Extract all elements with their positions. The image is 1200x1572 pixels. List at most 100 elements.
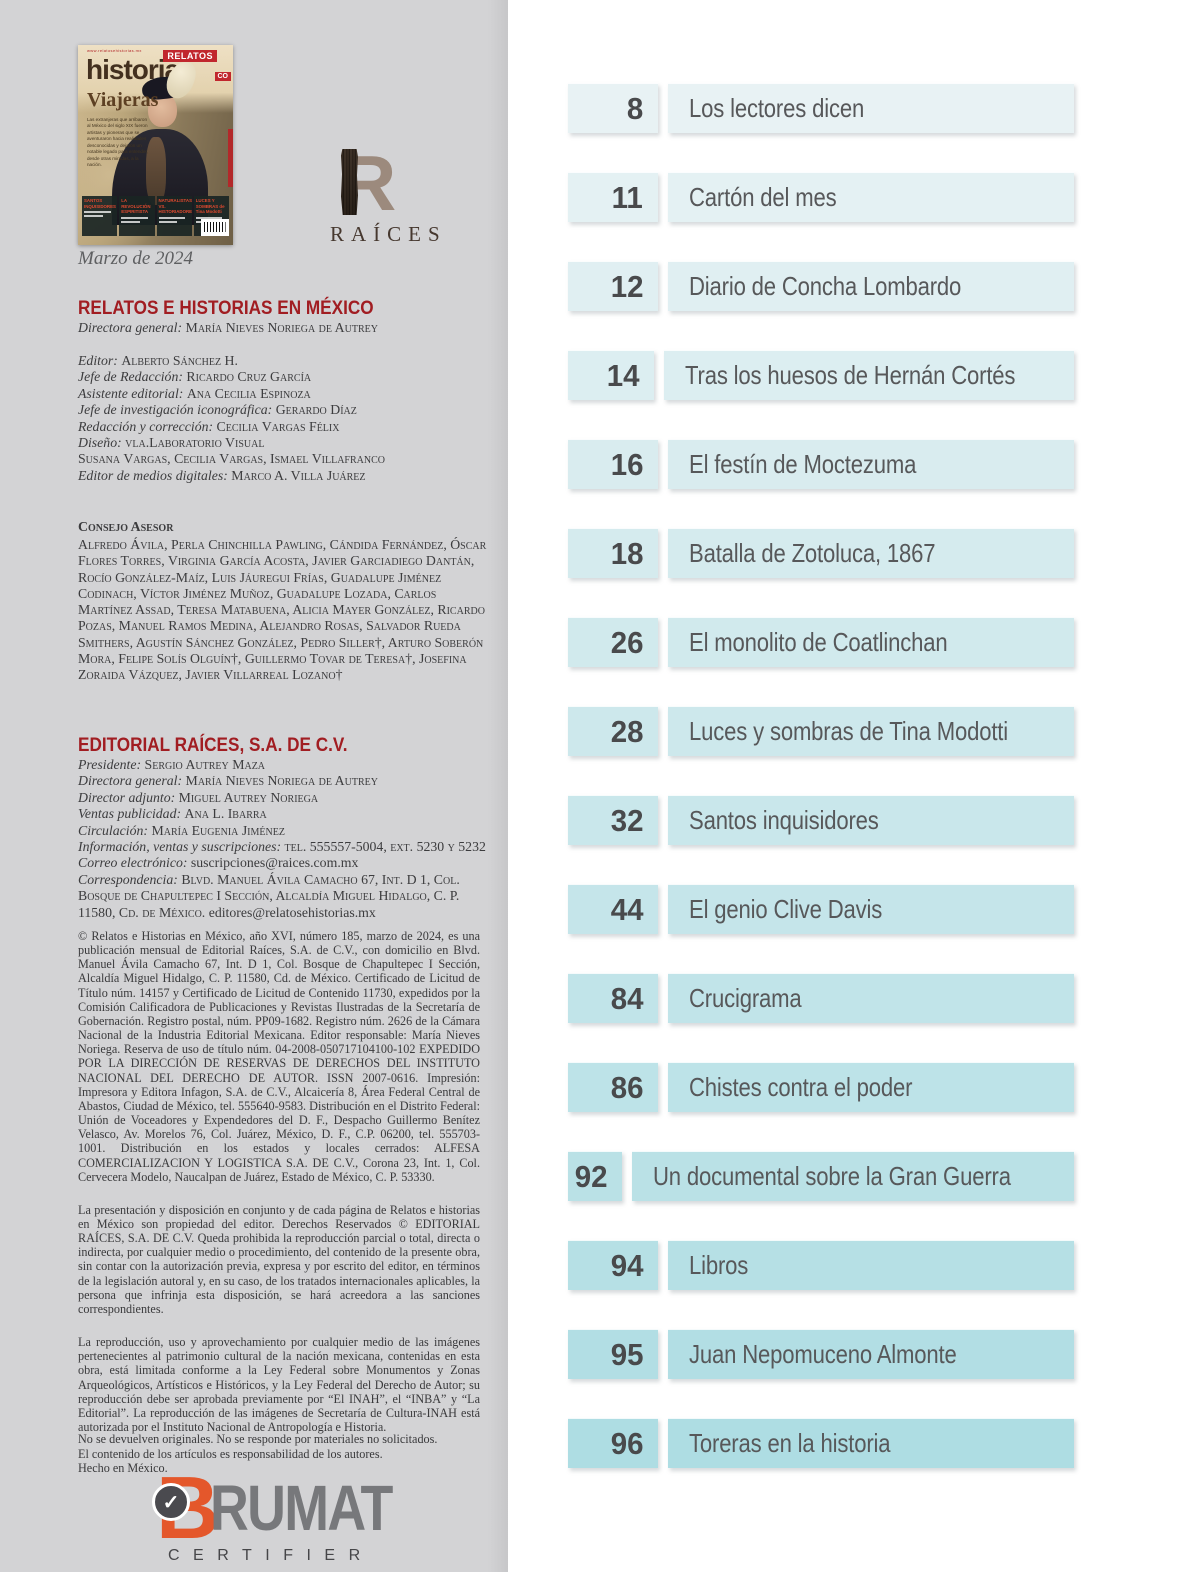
toc-entry-title: Santos inquisidores: [689, 805, 879, 835]
toc-item[interactable]: 96 Toreras en la historia: [568, 1418, 1074, 1468]
credit-line: Ventas publicidad: Ana L. Ibarra: [78, 806, 490, 822]
toc-item[interactable]: 8 Los lectores dicen: [568, 83, 1074, 133]
toc-page-number-box: 84: [568, 973, 658, 1023]
credit-line: Editor: Alberto Sánchez H.: [78, 353, 490, 369]
toc-page-number: 44: [610, 891, 643, 927]
credit-value-plain: suscripciones@raices.com.mx: [190, 855, 359, 871]
toc-item[interactable]: 11 Cartón del mes: [568, 172, 1074, 222]
credit-role-label: Jefe de investigación iconográfica:: [78, 402, 276, 418]
toc-title-box: El monolito de Coatlinchan: [668, 617, 1074, 667]
toc-title-box: Diario de Concha Lombardo: [668, 261, 1074, 311]
toc-item[interactable]: 44 El genio Clive Davis: [568, 884, 1074, 934]
check-circle-icon: ✓: [152, 1483, 190, 1521]
disclaimer-line: No se devuelven originales. No se respon…: [78, 1432, 438, 1446]
credit-line: Director adjunto: Miguel Autrey Noriega: [78, 790, 490, 806]
toc-entry-title: Diario de Concha Lombardo: [689, 271, 962, 301]
brumat-name: RUMAT: [210, 1472, 393, 1544]
credit-role-label: Ventas publicidad:: [78, 806, 185, 822]
toc-entry-title: El festín de Moctezuma: [689, 449, 917, 479]
toc-item[interactable]: 12 Diario de Concha Lombardo: [568, 261, 1074, 311]
toc-page-number-box: 92: [568, 1151, 623, 1201]
cover-teaser-title: LA REVOLUCIÓN ESPIRITISTA: [121, 198, 151, 214]
toc-item[interactable]: 16 El festín de Moctezuma: [568, 439, 1074, 489]
staff-credit-block: Editor: Alberto Sánchez H. Jefe de Redac…: [78, 353, 490, 484]
toc-page-number: 92: [574, 1158, 608, 1194]
credit-line: Asistente editorial: Ana Cecilia Espinoz…: [78, 386, 490, 402]
credit-name: Ana Cecilia Espinoza: [186, 385, 311, 401]
toc-item[interactable]: 32 Santos inquisidores: [568, 795, 1074, 845]
toc-entry-title: Los lectores dicen: [689, 93, 865, 123]
credit-role-label: Circulación:: [78, 822, 152, 838]
toc-title-box: Tras los huesos de Hernán Cortés: [664, 350, 1074, 400]
toc-entry-title: Toreras en la historia: [689, 1428, 891, 1458]
credit-name: María Eugenia Jiménez: [151, 822, 285, 838]
cover-teaser-title: NATURALISTAS VS. HISTORIADORES: [158, 198, 192, 214]
director-credit-block: Directora general: María Nieves Noriega …: [78, 320, 490, 336]
credit-name: Alberto Sánchez H.: [121, 353, 238, 368]
toc-title-box: El genio Clive Davis: [668, 884, 1074, 934]
toc-page-number: 14: [606, 357, 640, 393]
toc-item[interactable]: 26 El monolito de Coatlinchan: [568, 617, 1074, 667]
credit-name: vla.Laboratorio Visual: [125, 435, 265, 451]
credit-line: Directora general: María Nieves Noriega …: [78, 773, 490, 789]
teaser-text-bar: [195, 216, 223, 219]
toc-item[interactable]: 18 Batalla de Zotoluca, 1867: [568, 528, 1074, 578]
toc-page-number-box: 14: [568, 350, 655, 400]
brumat-wordmark-row: B ✓ RUMAT: [152, 1464, 393, 1552]
credit-line: Jefe de Redacción: Ricardo Cruz García: [78, 369, 490, 385]
toc-entry-title: Chistes contra el poder: [689, 1072, 913, 1102]
credit-role-label: Editor:: [78, 353, 122, 368]
credit-role-label: Editor de medios digitales:: [78, 467, 232, 483]
publisher-heading: EDITORIAL RAÍCES, S.A. DE C.V.: [78, 734, 348, 756]
check-glyph: ✓: [162, 1491, 180, 1514]
cover-deck-text: Las extranjeras que arribaron al México …: [87, 117, 149, 167]
credit-name: María Nieves Noriega de Autrey: [185, 320, 378, 335]
credit-line: Susana Vargas, Cecilia Vargas, Ismael Vi…: [78, 451, 490, 467]
cover-red-spine-strip: [228, 129, 233, 187]
toc-item[interactable]: 84 Crucigrama: [568, 973, 1074, 1023]
toc-page-number-box: 16: [568, 439, 658, 489]
credit-name: Marco A. Villa Juárez: [231, 467, 366, 483]
credit-line: Circulación: María Eugenia Jiménez: [78, 823, 490, 839]
toc-page-number: 86: [610, 1069, 643, 1105]
table-of-contents: 8 Los lectores dicen 11 Cartón del mes 1…: [568, 83, 1074, 1468]
toc-page-number: 95: [610, 1336, 643, 1372]
toc-item[interactable]: 86 Chistes contra el poder: [568, 1062, 1074, 1112]
toc-title-box: Crucigrama: [668, 973, 1074, 1023]
cover-teaser-box: NATURALISTAS VS. HISTORIADORES: [156, 196, 192, 236]
toc-item[interactable]: 14 Tras los huesos de Hernán Cortés: [568, 350, 1074, 400]
credit-line: Presidente: Sergio Autrey Maza: [78, 757, 490, 773]
toc-page-number-box: 12: [568, 261, 658, 311]
toc-entry-title: Batalla de Zotoluca, 1867: [689, 538, 936, 568]
credit-line: Redacción y corrección: Cecilia Vargas F…: [78, 419, 490, 435]
toc-item[interactable]: 92 Un documental sobre la Gran Guerra: [568, 1151, 1074, 1201]
toc-page-number: 84: [610, 980, 643, 1016]
credit-line: Diseño: vla.Laboratorio Visual: [78, 435, 490, 451]
toc-entry-title: Juan Nepomuceno Almonte: [689, 1339, 957, 1369]
cover-teaser-title: SANTOS INQUISIDORES: [84, 198, 116, 209]
toc-item[interactable]: 94 Libros: [568, 1240, 1074, 1290]
teaser-text-bar: [84, 215, 103, 217]
toc-item[interactable]: 28 Luces y sombras de Tina Modotti: [568, 706, 1074, 756]
magazine-title-heading: RELATOS E HISTORIAS EN MÉXICO: [78, 297, 374, 319]
credit-role-label: Redacción y corrección:: [78, 418, 217, 434]
cover-teaser-box: LA REVOLUCIÓN ESPIRITISTA: [119, 196, 155, 236]
toc-item[interactable]: 95 Juan Nepomuceno Almonte: [568, 1329, 1074, 1379]
toc-page-number-box: 94: [568, 1240, 658, 1290]
toc-title-box: Batalla de Zotoluca, 1867: [668, 528, 1074, 578]
toc-page-number-box: 28: [568, 706, 658, 756]
legal-paragraph: La presentación y disposición en conjunt…: [78, 1202, 480, 1316]
raices-wordmark: RAÍCES: [330, 222, 447, 246]
credit-line: Jefe de investigación iconográfica: Gera…: [78, 402, 490, 418]
credit-line: Correo electrónico: suscripciones@raices…: [78, 855, 490, 871]
cover-masthead-relatos: RELATOS: [163, 50, 217, 62]
advisory-board-heading: Consejo Asesor: [78, 519, 174, 534]
magazine-cover: historias www.relatosehistorias.mx RELAT…: [78, 45, 233, 245]
credit-role-label: Información, ventas y suscripciones:: [78, 839, 285, 855]
credit-name: Sergio Autrey Maza: [144, 757, 266, 772]
toc-entry-title: Luces y sombras de Tina Modotti: [689, 716, 1009, 746]
credit-name: Ana L. Ibarra: [184, 806, 267, 822]
credit-name: María Nieves Noriega de Autrey: [185, 773, 378, 789]
toc-title-box: Luces y sombras de Tina Modotti: [668, 706, 1074, 756]
